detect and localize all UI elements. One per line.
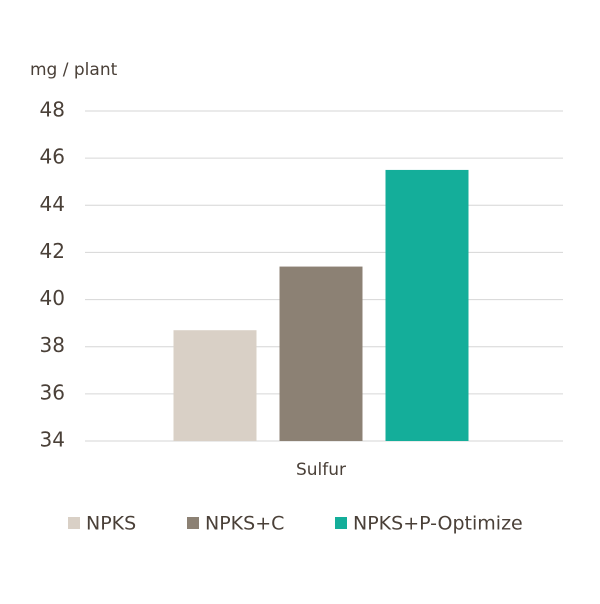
y-tick-label: 34 — [40, 428, 65, 452]
y-tick-label: 40 — [40, 286, 65, 310]
legend-swatch — [68, 517, 80, 529]
y-tick-label: 36 — [40, 380, 65, 404]
bar — [279, 266, 363, 441]
y-tick-label: 42 — [40, 239, 65, 263]
y-tick-label: 38 — [40, 333, 65, 357]
y-tick-label: 46 — [40, 145, 65, 169]
y-tick-label: 48 — [40, 98, 65, 122]
legend-label: NPKS — [86, 513, 136, 535]
legend-swatch — [335, 517, 347, 529]
bar — [385, 169, 469, 441]
legend-label: NPKS+C — [205, 513, 284, 535]
bar — [173, 330, 257, 441]
y-axis-label: mg / plant — [30, 60, 118, 80]
x-tick-label: Sulfur — [296, 460, 346, 480]
legend-swatch — [187, 517, 199, 529]
y-tick-label: 44 — [40, 192, 65, 216]
legend-label: NPKS+P-Optimize — [353, 513, 523, 535]
